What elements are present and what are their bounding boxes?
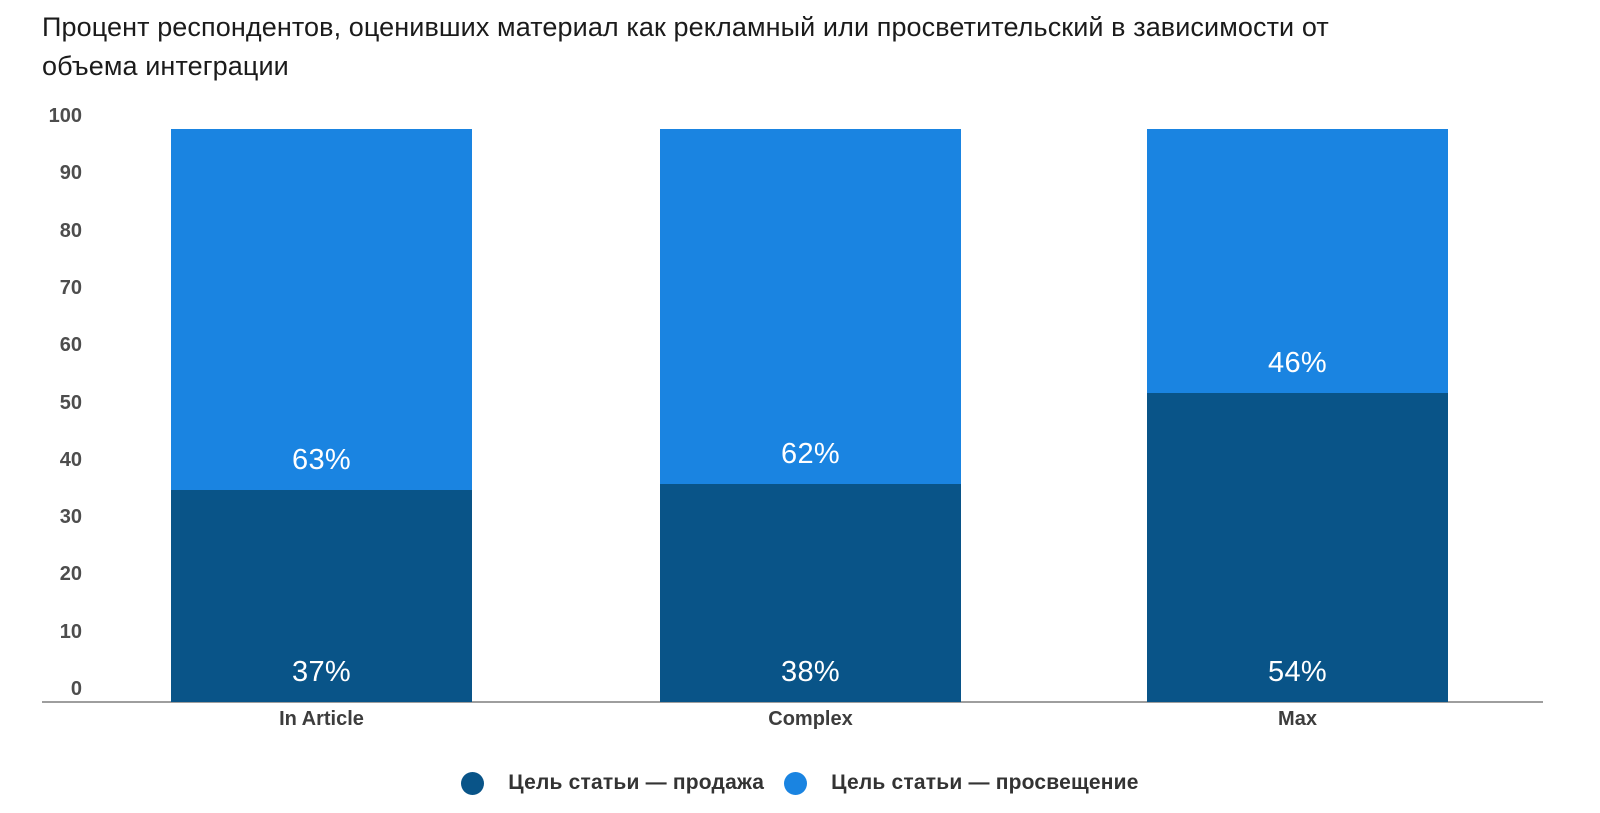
category-label-in-article: In Article [279,708,364,730]
value-label-education: 46% [1268,347,1327,379]
value-label-sales: 37% [292,656,351,688]
y-axis-tick-label: 0 [70,678,82,700]
value-label-sales: 54% [1268,656,1327,688]
y-axis-tick-label: 40 [59,449,82,471]
segment-education: 62% [660,129,961,484]
legend-dot-icon [784,771,808,795]
segment-education: 63% [171,129,472,490]
y-axis-tick-label: 60 [59,334,82,356]
x-axis-baseline [42,701,1543,703]
y-axis-tick-label: 100 [48,105,82,127]
y-axis-tick-label: 10 [59,621,82,643]
y-axis-tick-label: 70 [59,277,82,299]
segment-sales: 38% [660,484,961,702]
bar-complex: 62% 38% [660,129,961,702]
bar-in-article: 63% 37% [171,129,472,702]
category-label-complex: Complex [768,708,853,730]
y-axis-tick-label: 80 [59,220,82,242]
segment-sales: 54% [1147,393,1448,702]
y-axis-tick-label: 30 [59,506,82,528]
category-label-max: Max [1278,708,1317,730]
value-label-education: 62% [781,438,840,470]
segment-education: 46% [1147,129,1448,393]
segment-sales: 37% [171,490,472,702]
legend-dot-icon [461,771,485,795]
legend-label: Цель статьи — просвещение [831,771,1139,794]
legend-label: Цель статьи — продажа [508,771,765,794]
bar-max: 46% 54% [1147,129,1448,702]
y-axis-tick-label: 20 [59,563,82,585]
chart-title: Процент респондентов, оценивших материал… [42,12,1329,81]
legend-item-0: Цель статьи — продажа [461,771,764,795]
y-axis-tick-label: 50 [59,392,82,414]
legend-item-1: Цель статьи — просвещение [784,771,1139,795]
value-label-education: 63% [292,444,351,476]
value-label-sales: 38% [781,656,840,688]
legend: Цель статьи — продажа Цель статьи — просв… [0,760,1600,806]
y-axis-tick-label: 90 [59,162,82,184]
